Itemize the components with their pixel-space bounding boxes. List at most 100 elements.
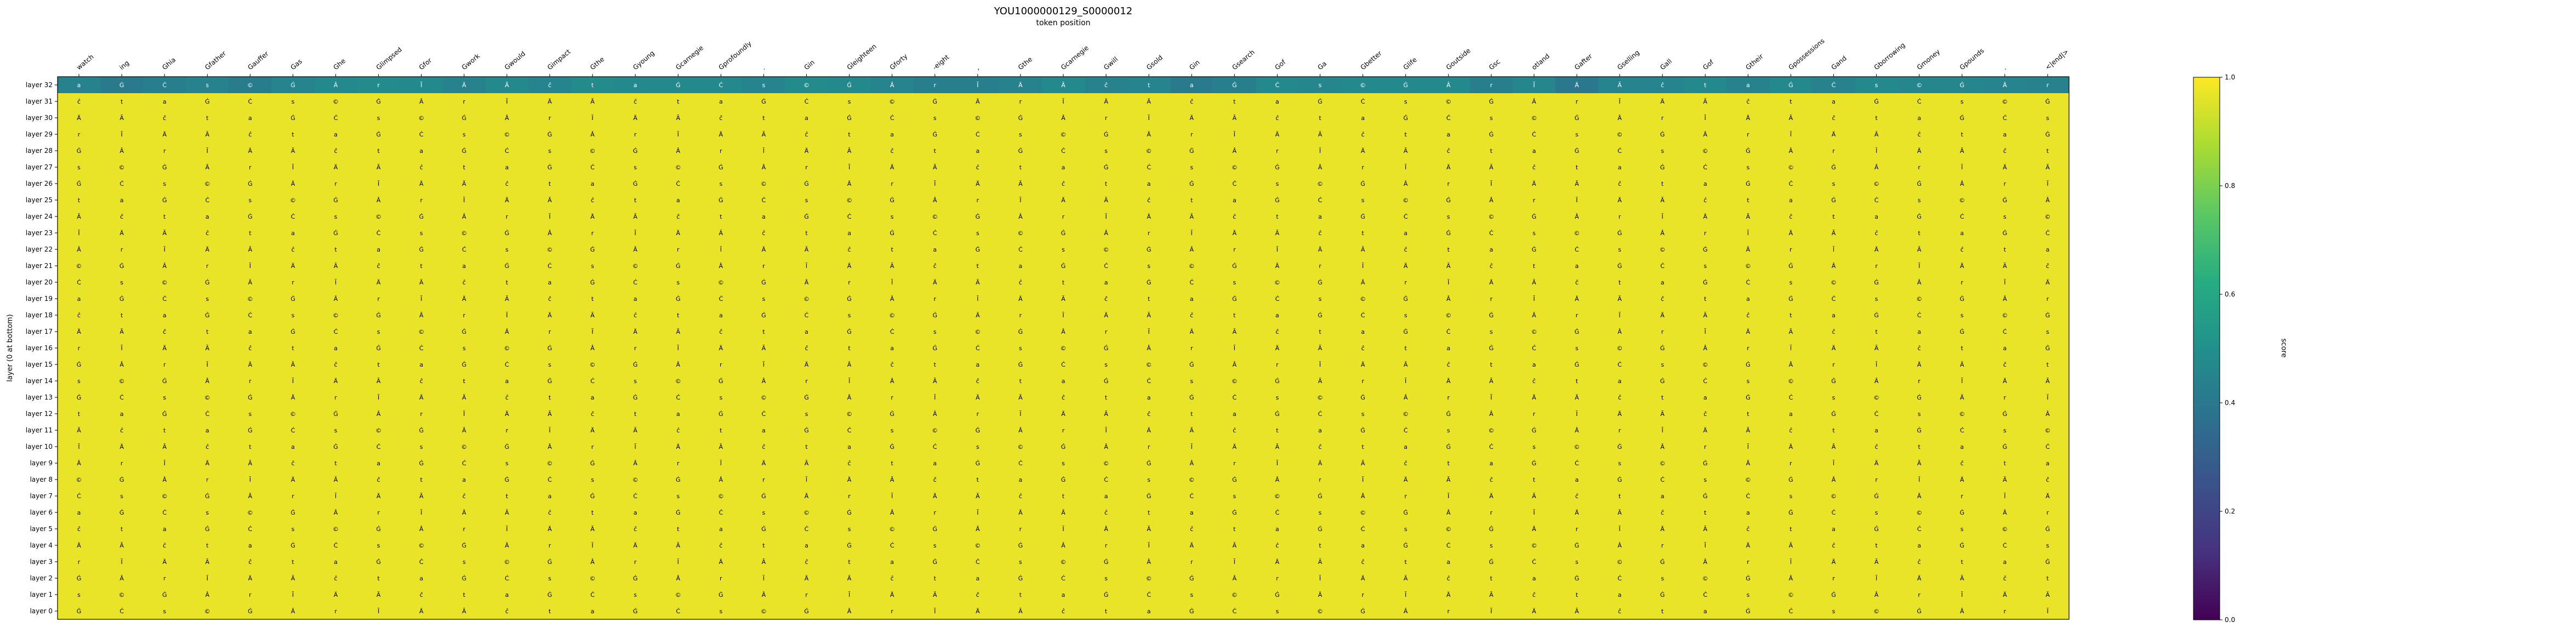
heatmap-cell [1855,192,1899,209]
cell-glyph: © [761,394,767,401]
cell-glyph: Ċ [1232,394,1236,401]
cell-glyph: © [1788,591,1794,598]
heatmap-cell [571,208,614,225]
cell-glyph: Ĩ [1918,476,1920,483]
cell-glyph: © [1360,82,1366,89]
cell-glyph: a [163,312,167,319]
cell-glyph: Ġ [890,197,894,204]
cell-glyph: Â [847,180,852,187]
heatmap-cell [1469,110,1513,127]
heatmap-cell [400,225,443,242]
heatmap-cell [1341,192,1385,209]
cell-glyph: ĉ [548,82,551,89]
cell-glyph: s [292,526,295,533]
cell-glyph: s [1832,608,1836,615]
heatmap-cell [571,110,614,127]
cell-glyph: Â [1061,328,1065,335]
cell-glyph: ĉ [1832,115,1835,122]
cell-glyph: a [248,328,252,335]
cell-glyph: Ċ [719,82,723,89]
cell-glyph: r [720,147,722,155]
heatmap-cell [913,126,957,143]
cell-glyph: © [504,131,510,138]
cell-glyph: Ċ [1746,493,1751,500]
cell-glyph: Ġ [1147,246,1152,253]
cell-glyph: r [463,98,466,105]
heatmap-cell [1726,110,1770,127]
cell-glyph: Ã [291,575,295,582]
heatmap-cell [1684,93,1727,110]
cell-glyph: Ġ [1874,98,1879,105]
cell-glyph: r [121,460,123,467]
cell-glyph: © [1146,361,1152,368]
cell-glyph: ĉ [1275,115,1279,122]
heatmap-cell [400,208,443,225]
heatmap-cell [186,159,229,176]
cell-glyph: a [163,98,167,105]
cell-glyph: Ġ [1318,98,1323,105]
cell-glyph: Ã [933,378,937,385]
cell-glyph: s [377,542,380,549]
cell-glyph: © [1916,295,1922,303]
cell-glyph: t [1832,213,1835,220]
heatmap-cell [1641,77,1684,94]
cell-glyph: Ã [1147,312,1151,319]
cell-glyph: © [803,82,810,89]
cell-glyph: Ġ [1104,164,1109,171]
cell-glyph: Ġ [932,345,937,352]
cell-glyph: Ġ [1532,213,1537,220]
cell-glyph: Ċ [633,493,637,500]
heatmap-cell [742,93,785,110]
cell-glyph: Ġ [1360,213,1365,220]
cell-glyph: Ĩ [377,180,380,187]
cell-glyph: Ġ [719,410,723,418]
cell-glyph: s [77,378,81,385]
heatmap-cell [1170,175,1213,192]
cell-glyph: a [1917,115,1921,122]
cell-glyph: Ä [2003,591,2007,598]
cell-glyph: Ĩ [206,575,209,582]
cell-glyph: r [1404,279,1407,286]
cell-glyph: Ġ [290,115,295,122]
cell-glyph: t [1747,197,1749,204]
cell-glyph: t [334,460,337,467]
heatmap-cell [528,159,572,176]
heatmap-cell [271,142,315,159]
heatmap-cell [271,110,315,127]
cell-glyph: Ġ [590,460,595,467]
cell-glyph: Ã [1061,509,1065,516]
heatmap-cell [1769,142,1813,159]
heatmap-cell [1555,175,1599,192]
cell-glyph: © [2002,312,2008,319]
cell-glyph: s [1875,295,1878,303]
cell-glyph: Ġ [1960,82,1965,89]
cell-glyph: Ã [590,526,595,533]
cell-glyph: Â [1361,493,1365,500]
cell-glyph: Ġ [1403,82,1408,89]
cell-glyph: Ġ [77,394,82,401]
heatmap-cell [357,126,401,143]
heatmap-cell [1726,192,1770,209]
cell-glyph: Ġ [1189,575,1194,582]
cell-glyph: Ċ [1789,608,1793,615]
cell-glyph: r [2004,180,2007,187]
cell-glyph: © [1831,493,1837,500]
cell-glyph: t [720,213,722,220]
cell-glyph: Ġ [462,361,467,368]
cell-glyph: Â [1703,131,1708,138]
cell-glyph: Ĩ [891,493,893,500]
cell-glyph: Ġ [676,295,681,303]
heatmap-cell [186,93,229,110]
cell-glyph: Ċ [1960,213,1964,220]
cell-glyph: Ċ [334,115,338,122]
cell-glyph: ĉ [463,279,466,286]
cell-glyph: Ä [1361,147,1365,155]
cell-glyph: t [848,131,851,138]
heatmap-cell [314,93,358,110]
cell-glyph: s [1575,131,1578,138]
cell-glyph: Ĩ [1490,608,1492,615]
cell-glyph: s [377,328,380,335]
heatmap-cell [657,126,700,143]
cell-glyph: Â [119,361,124,368]
heatmap-cell [1940,93,1984,110]
